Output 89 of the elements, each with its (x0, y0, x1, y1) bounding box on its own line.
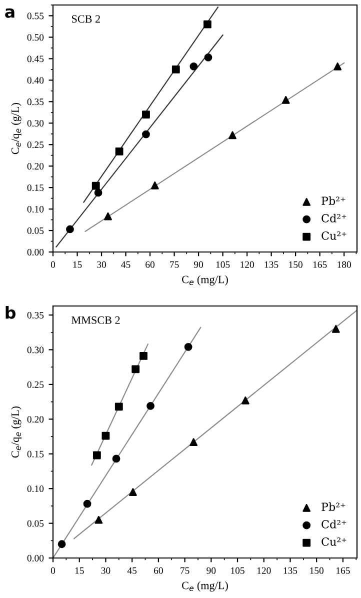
x-tick-label: 30 (97, 261, 106, 268)
point (129, 488, 137, 496)
point (190, 62, 198, 70)
point (150, 181, 159, 190)
point (172, 65, 180, 74)
x-axis-title: C$_{e}$ (mg/L) (182, 275, 228, 286)
point (58, 540, 66, 548)
x-tick-label: 135 (264, 261, 278, 268)
legend-label: Cd²⁺ (322, 520, 346, 528)
y-tick-label: 0.25 (27, 142, 44, 148)
point (102, 432, 110, 440)
x-tick-label: 45 (121, 261, 130, 268)
point (190, 438, 198, 446)
y-tick-label: 0.10 (27, 206, 44, 213)
point (282, 96, 290, 104)
y-tick-label: 0.10 (27, 485, 44, 492)
x-tick-label: 120 (240, 261, 254, 268)
y-tick-label: 0.45 (27, 56, 44, 62)
point (66, 225, 74, 234)
y-tick-label: 0.40 (27, 77, 44, 84)
x-tick-label: 60 (146, 261, 155, 268)
y-tick-label: 0.15 (27, 450, 44, 458)
x-tick-label: 105 (231, 567, 244, 574)
x-tick-label: 165 (313, 261, 327, 268)
x-tick-label: 120 (257, 567, 271, 574)
x-tick-label: 75 (170, 261, 179, 268)
legend-label: Pb²⁺ (322, 196, 346, 206)
point (142, 130, 150, 138)
chart-title: b (6, 306, 16, 319)
y-tick-label: 0.55 (27, 12, 44, 20)
point (83, 500, 92, 508)
x-tick-label: 15 (75, 567, 84, 574)
point (140, 352, 148, 360)
point (203, 20, 212, 28)
point (132, 365, 140, 374)
point (94, 516, 103, 524)
y-tick-label: 0.05 (27, 227, 44, 234)
point (112, 454, 120, 463)
point (332, 324, 340, 333)
legend-label: Cu²⁺ (322, 537, 346, 546)
x-tick-label: 60 (154, 567, 163, 574)
point (228, 131, 236, 140)
point (184, 343, 192, 351)
x-tick-label: 105 (216, 261, 230, 268)
y-axis-title: C$_{e}$/q$_{e}$ (g/L) (11, 406, 22, 458)
chart-title: a (5, 8, 14, 18)
y-tick-label: 0.30 (27, 120, 44, 127)
x-tick-label: 0 (50, 567, 56, 574)
point (146, 402, 154, 410)
y-tick-label: 0.00 (27, 554, 44, 562)
y-tick-label: 0.00 (27, 248, 44, 256)
x-tick-label: 45 (127, 567, 137, 574)
x-tick-label: 15 (73, 261, 82, 268)
point (114, 402, 123, 411)
x-tick-label: 90 (206, 567, 216, 574)
point (94, 188, 102, 197)
y-axis-title: C$_{e}$/q$_{e}$ (g/L) (11, 102, 22, 154)
point (334, 62, 342, 70)
y-tick-label: 0.50 (27, 34, 44, 41)
annotation: MMSCB 2 (72, 316, 120, 324)
y-tick-label: 0.05 (27, 520, 44, 527)
annotation: SCB 2 (72, 15, 100, 23)
x-tick-label: 180 (338, 261, 351, 268)
x-tick-label: 135 (284, 567, 298, 574)
legend-label: Pb²⁺ (322, 502, 346, 512)
y-tick-label: 0.35 (27, 98, 44, 106)
point (92, 451, 101, 460)
x-tick-label: 75 (180, 567, 190, 574)
point (142, 110, 150, 118)
y-tick-label: 0.20 (27, 162, 44, 170)
point (204, 53, 212, 62)
x-tick-label: 30 (101, 567, 110, 574)
legend-label: Cd²⁺ (322, 214, 346, 222)
y-tick-label: 0.20 (27, 416, 44, 423)
point (115, 148, 124, 156)
y-tick-label: 0.35 (27, 312, 44, 319)
x-tick-label: 0 (50, 261, 56, 268)
y-tick-label: 0.15 (27, 184, 44, 192)
point (241, 396, 250, 404)
x-tick-label: 150 (289, 261, 302, 268)
x-tick-label: 90 (194, 261, 204, 268)
x-tick-label: 150 (310, 567, 324, 574)
y-tick-label: 0.25 (27, 381, 44, 388)
legend-label: Cu²⁺ (322, 231, 346, 240)
point (104, 212, 112, 220)
y-tick-label: 0.30 (27, 346, 44, 354)
x-tick-label: 165 (336, 567, 350, 574)
x-axis-title: C$_{e}$ (mg/L) (182, 581, 228, 592)
point (92, 182, 100, 190)
